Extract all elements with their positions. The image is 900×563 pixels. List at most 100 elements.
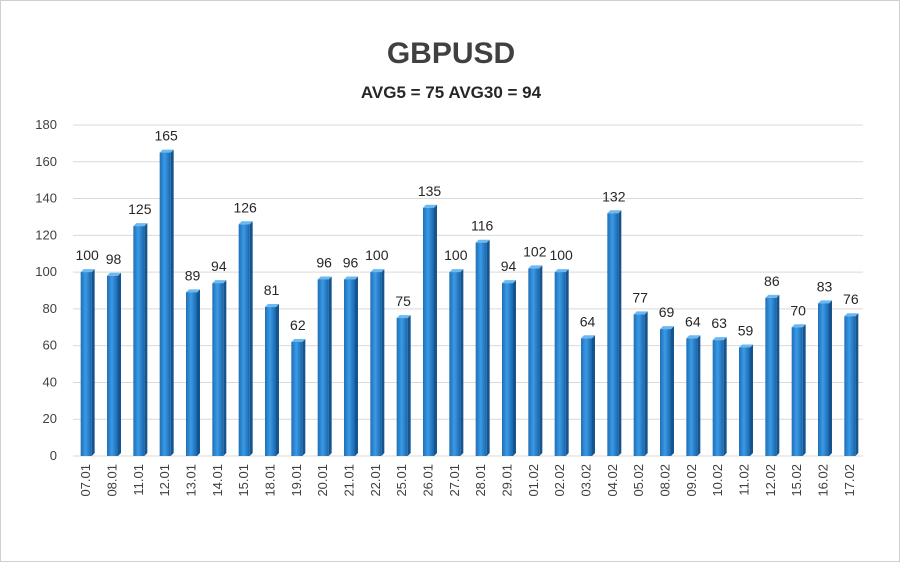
data-label: 89: [185, 267, 201, 283]
bar-top: [238, 221, 253, 225]
bar-side: [644, 311, 648, 456]
bar-side: [91, 269, 95, 456]
y-tick-label: 0: [50, 448, 57, 463]
data-label: 69: [659, 304, 675, 320]
x-tick-label: 12.02: [763, 464, 778, 497]
bar-side: [276, 304, 279, 456]
bar-front: [607, 213, 619, 456]
x-tick-label: 17.02: [842, 464, 857, 497]
data-label: 96: [316, 254, 332, 270]
bar-front: [502, 283, 513, 456]
bar-top: [660, 326, 674, 330]
bar-top: [502, 280, 516, 284]
bar: [818, 300, 832, 456]
bar: [502, 280, 516, 456]
bar-top: [212, 280, 227, 284]
data-label: 64: [580, 313, 596, 329]
data-label: 75: [395, 293, 411, 309]
bar-top: [475, 239, 490, 243]
x-tick-label: 21.01: [342, 464, 357, 497]
bar-front: [475, 242, 487, 456]
bar-top: [765, 294, 780, 298]
x-tick-label: 26.01: [421, 464, 436, 497]
bar-front: [238, 224, 250, 456]
bar: [159, 149, 174, 457]
bar: [80, 269, 95, 456]
y-tick-label: 60: [43, 338, 57, 353]
x-axis-ticks: 07.01 08.01 11.01 12.01 13.01 14.01 15.01 18.01…: [78, 464, 857, 497]
bar: [633, 311, 648, 456]
data-label: 77: [632, 289, 648, 305]
bar-front: [80, 272, 92, 456]
bar: [449, 269, 464, 456]
bar: [423, 204, 437, 456]
bar-front: [291, 341, 303, 456]
bar-side: [750, 344, 753, 456]
x-tick-label: 05.02: [631, 464, 646, 497]
bar-top: [528, 265, 543, 269]
bar: [370, 269, 385, 456]
data-label: 96: [343, 254, 359, 270]
bar-side: [381, 269, 385, 456]
bar-front: [660, 329, 671, 456]
bar: [712, 337, 727, 456]
bar: [607, 210, 622, 456]
bar-top: [818, 300, 832, 304]
bar-side: [829, 300, 832, 456]
x-tick-label: 22.01: [368, 464, 383, 497]
bar: [581, 335, 595, 456]
bar-top: [686, 335, 701, 339]
bar-front: [712, 340, 724, 456]
bar-top: [80, 269, 95, 273]
bar-side: [539, 265, 543, 456]
bar: [765, 294, 780, 456]
bar-top: [107, 272, 121, 276]
data-label: 126: [233, 199, 257, 215]
x-tick-label: 25.01: [394, 464, 409, 497]
gridlines: [73, 124, 863, 457]
x-tick-label: 11.01: [131, 464, 146, 496]
bar-side: [565, 269, 569, 456]
bar: [739, 344, 753, 456]
x-tick-label: 10.02: [710, 464, 725, 497]
data-label: 102: [523, 243, 547, 259]
data-label: 70: [790, 302, 806, 318]
bars: [80, 149, 859, 457]
bar-side: [223, 280, 227, 456]
bar-side: [671, 326, 674, 456]
data-label: 100: [549, 247, 573, 263]
bar-top: [712, 337, 727, 341]
bar-front: [396, 318, 408, 456]
bar-front: [791, 327, 803, 456]
y-tick-label: 40: [43, 374, 57, 389]
bar-side: [592, 335, 595, 456]
data-label: 63: [711, 315, 727, 331]
bar-front: [317, 279, 329, 456]
bar-top: [186, 289, 200, 293]
bar: [844, 313, 859, 456]
y-tick-label: 100: [35, 264, 57, 279]
y-tick-label: 80: [43, 301, 57, 316]
chart-subtitle: AVG5 = 75 AVG30 = 94: [361, 83, 542, 102]
bar-top: [317, 276, 332, 280]
bar-side: [776, 294, 780, 456]
bar-front: [554, 272, 566, 456]
data-label: 116: [471, 218, 494, 234]
bar-top: [449, 269, 464, 273]
bar: [291, 338, 306, 456]
x-tick-label: 07.01: [78, 464, 93, 497]
y-tick-label: 140: [35, 191, 57, 206]
bar-side: [855, 313, 859, 456]
bar-front: [765, 297, 777, 456]
bar-front: [449, 272, 461, 456]
data-label: 81: [264, 282, 280, 298]
x-tick-label: 19.01: [289, 464, 304, 497]
y-tick-label: 120: [35, 227, 57, 242]
bar-front: [686, 338, 698, 456]
x-tick-label: 08.02: [658, 464, 673, 497]
bar: [265, 304, 279, 456]
bar-front: [423, 207, 434, 456]
x-tick-label: 29.01: [500, 464, 515, 497]
y-tick-label: 180: [35, 117, 57, 132]
